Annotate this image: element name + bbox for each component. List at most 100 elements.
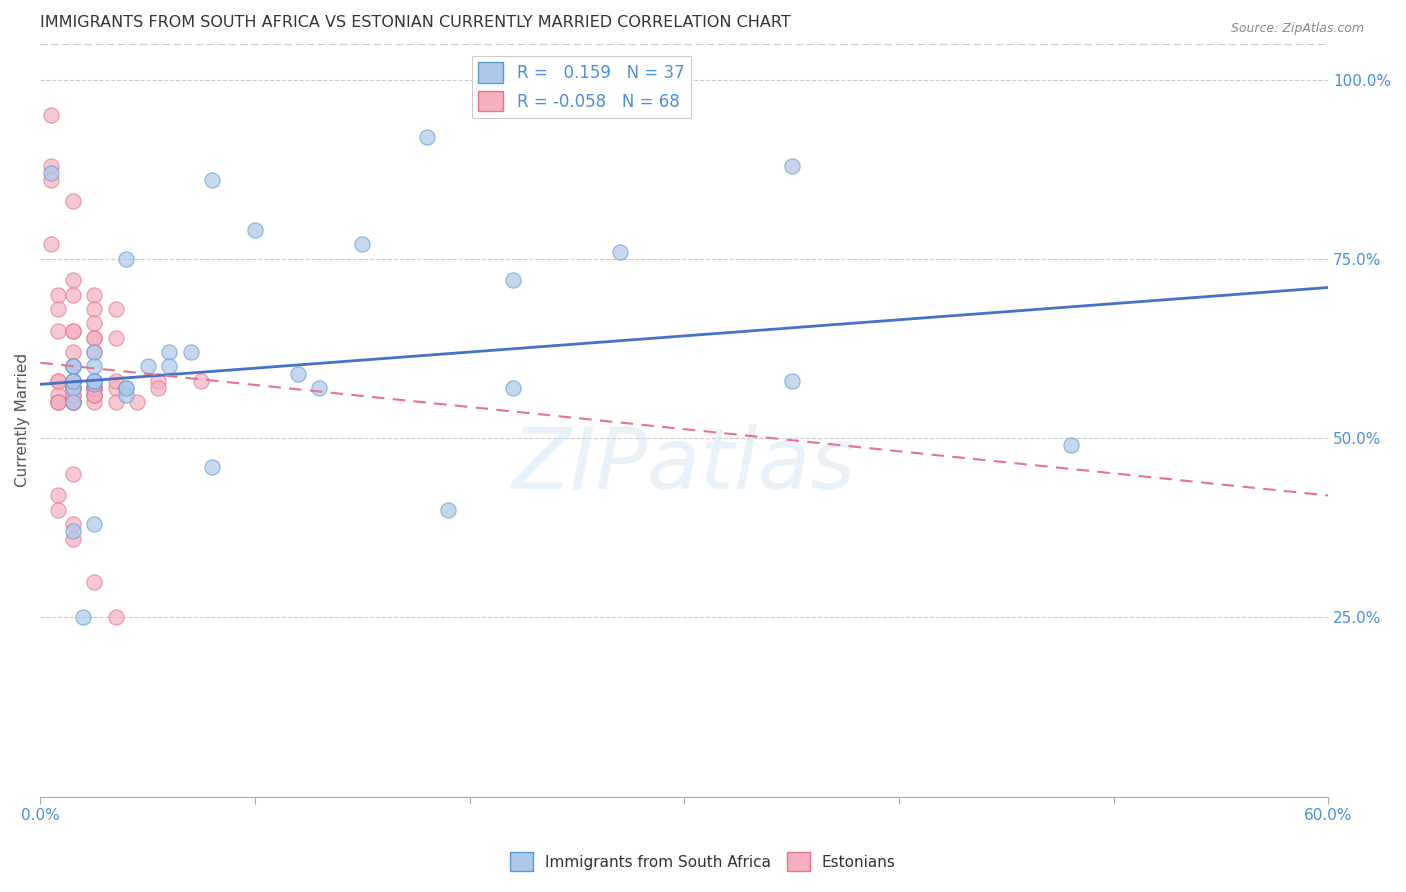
Point: [62, 532, 84, 546]
Point: [62, 374, 84, 388]
Point: [46, 503, 69, 517]
Point: [83, 381, 105, 395]
Point: [62, 194, 84, 209]
Point: [72, 610, 94, 624]
Point: [46, 374, 69, 388]
Point: [62, 359, 84, 374]
Point: [62, 517, 84, 532]
Point: [83, 395, 105, 409]
Point: [46, 374, 69, 388]
Point: [46, 395, 69, 409]
Point: [62, 359, 84, 374]
Point: [62, 381, 84, 395]
Point: [83, 381, 105, 395]
Point: [62, 374, 84, 388]
Point: [62, 381, 84, 395]
Point: [352, 237, 374, 252]
Point: [115, 381, 138, 395]
Point: [62, 324, 84, 338]
Point: [83, 381, 105, 395]
Point: [115, 388, 138, 402]
Point: [83, 377, 105, 392]
Text: Source: ZipAtlas.com: Source: ZipAtlas.com: [1230, 22, 1364, 36]
Point: [62, 395, 84, 409]
Point: [46, 488, 69, 502]
Legend: Immigrants from South Africa, Estonians: Immigrants from South Africa, Estonians: [505, 847, 901, 877]
Point: [115, 381, 138, 395]
Point: [83, 317, 105, 331]
Point: [104, 395, 127, 409]
Point: [125, 395, 148, 409]
Point: [104, 301, 127, 316]
Point: [62, 374, 84, 388]
Point: [83, 301, 105, 316]
Point: [39, 166, 62, 180]
Point: [780, 374, 803, 388]
Point: [62, 395, 84, 409]
Point: [62, 374, 84, 388]
Point: [83, 345, 105, 359]
Point: [83, 517, 105, 532]
Point: [136, 359, 159, 374]
Point: [83, 374, 105, 388]
Point: [148, 381, 170, 395]
Point: [83, 381, 105, 395]
Point: [62, 395, 84, 409]
Point: [416, 129, 439, 144]
Point: [83, 287, 105, 301]
Point: [62, 374, 84, 388]
Point: [201, 459, 224, 474]
Point: [104, 374, 127, 388]
Point: [1059, 438, 1081, 452]
Point: [83, 331, 105, 345]
Point: [46, 395, 69, 409]
Point: [190, 374, 212, 388]
Point: [83, 374, 105, 388]
Point: [62, 395, 84, 409]
Point: [609, 244, 631, 259]
Point: [83, 345, 105, 359]
Point: [62, 381, 84, 395]
Point: [83, 388, 105, 402]
Point: [104, 381, 127, 395]
Point: [62, 381, 84, 395]
Point: [62, 287, 84, 301]
Point: [83, 381, 105, 395]
Point: [83, 374, 105, 388]
Point: [62, 388, 84, 402]
Point: [437, 503, 460, 517]
Point: [83, 388, 105, 402]
Point: [104, 331, 127, 345]
Legend: R =   0.159   N = 37, R = -0.058   N = 68: R = 0.159 N = 37, R = -0.058 N = 68: [471, 56, 690, 118]
Point: [62, 374, 84, 388]
Point: [62, 381, 84, 395]
Point: [201, 173, 224, 187]
Point: [62, 467, 84, 481]
Point: [46, 395, 69, 409]
Point: [62, 524, 84, 539]
Point: [83, 388, 105, 402]
Point: [780, 159, 803, 173]
Text: IMMIGRANTS FROM SOUTH AFRICA VS ESTONIAN CURRENTLY MARRIED CORRELATION CHART: IMMIGRANTS FROM SOUTH AFRICA VS ESTONIAN…: [41, 15, 792, 30]
Point: [115, 252, 138, 266]
Point: [39, 108, 62, 122]
Point: [157, 345, 180, 359]
Point: [62, 324, 84, 338]
Point: [287, 367, 309, 381]
Point: [83, 331, 105, 345]
Point: [83, 574, 105, 589]
Point: [62, 381, 84, 395]
Point: [502, 273, 524, 287]
Point: [157, 359, 180, 374]
Point: [243, 223, 266, 237]
Point: [39, 159, 62, 173]
Point: [180, 345, 202, 359]
Point: [46, 388, 69, 402]
Point: [46, 301, 69, 316]
Point: [62, 359, 84, 374]
Point: [308, 381, 330, 395]
Point: [62, 345, 84, 359]
Point: [46, 287, 69, 301]
Text: ZIPatlas: ZIPatlas: [512, 424, 856, 507]
Point: [104, 610, 127, 624]
